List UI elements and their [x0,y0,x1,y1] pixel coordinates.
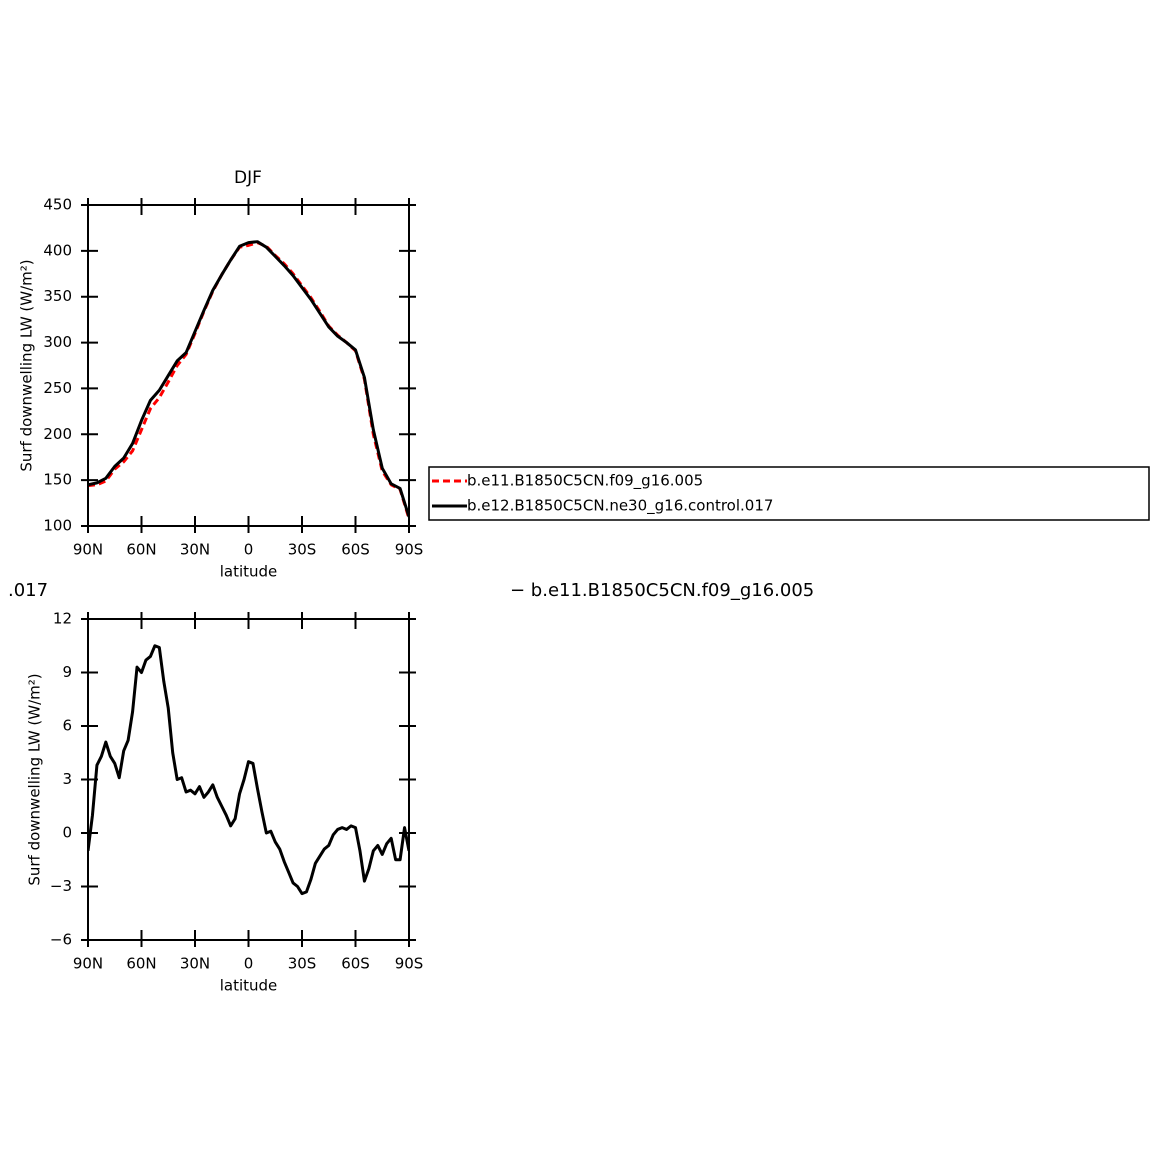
x-tick-label: 60S [341,541,370,559]
title-fragment: .017 [8,580,48,601]
x-tick-label: 90N [73,541,103,559]
x-axis-label: latitude [220,977,278,995]
x-axis-label: latitude [220,563,278,581]
y-tick-label: −3 [50,877,72,895]
y-tick-label: 3 [62,770,72,788]
y-axis-label: Surf downwelling LW (W/m²) [26,673,44,885]
x-tick-label: 0 [244,955,254,973]
plot-frame [87,204,410,527]
x-tick-label: 90S [395,541,424,559]
x-tick-label: 60N [126,541,156,559]
x-tick-label: 60S [341,955,370,973]
series-line [88,241,409,520]
y-tick-label: 450 [43,196,72,214]
y-tick-label: 12 [53,610,72,628]
y-tick-label: 250 [43,379,72,397]
y-tick-label: 350 [43,287,72,305]
y-tick-label: 200 [43,425,72,443]
x-tick-label: 30N [180,955,210,973]
x-tick-label: 30S [288,955,317,973]
y-tick-label: −6 [50,931,72,949]
title-fragment: − b.e11.B1850C5CN.f09_g16.005 [510,580,814,601]
plot-frame [87,618,410,941]
series-line [88,644,409,896]
x-tick-label: 60N [126,955,156,973]
x-tick-label: 30S [288,541,317,559]
x-tick-label: 90N [73,955,103,973]
y-axis-label: Surf downwelling LW (W/m²) [18,259,36,471]
y-tick-label: 150 [43,471,72,489]
x-tick-label: 30N [180,541,210,559]
x-tick-label: 90S [395,955,424,973]
legend-box [428,466,1150,521]
y-tick-label: 300 [43,333,72,351]
y-tick-label: 9 [62,663,72,681]
x-tick-label: 0 [244,541,254,559]
y-tick-label: 6 [62,717,72,735]
legend-label: b.e11.B1850C5CN.f09_g16.005 [467,472,703,491]
legend-label: b.e12.B1850C5CN.ne30_g16.control.017 [467,497,773,516]
y-tick-label: 100 [43,517,72,535]
y-tick-label: 0 [62,824,72,842]
y-tick-label: 400 [43,241,72,259]
chart-title: DJF [234,168,262,188]
series-line [88,240,409,518]
